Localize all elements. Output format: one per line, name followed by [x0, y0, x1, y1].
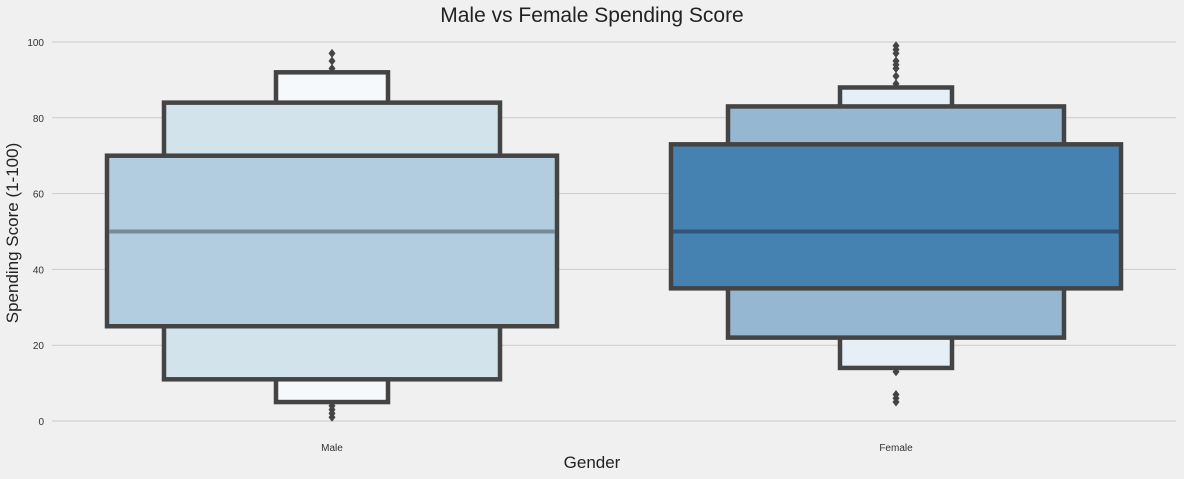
- boxen-female: [668, 41, 1124, 407]
- y-tick-label: 40: [33, 265, 45, 276]
- outlier-point: [328, 56, 336, 66]
- y-tick-label: 0: [38, 417, 44, 428]
- outlier-point: [892, 56, 900, 66]
- box-level-1: [668, 142, 1124, 291]
- outlier-point: [892, 389, 900, 399]
- boxen-plot-area: [104, 41, 1124, 422]
- x-tick-labels: Male Female: [321, 443, 913, 454]
- y-tick-label: 60: [33, 190, 45, 201]
- outlier-point: [328, 401, 336, 411]
- y-tick-label: 80: [33, 114, 45, 125]
- chart-title: Male vs Female Spending Score: [440, 4, 744, 27]
- y-tick-label: 100: [27, 38, 44, 49]
- y-tick-labels: 0 20 40 60 80 100: [27, 38, 44, 428]
- outlier-point: [892, 71, 900, 81]
- outlier-point: [892, 367, 900, 377]
- x-tick-label: Male: [321, 443, 343, 454]
- outlier-point: [892, 79, 900, 89]
- y-tick-label: 20: [33, 341, 45, 352]
- outlier-point: [328, 48, 336, 58]
- outlier-point: [892, 41, 900, 51]
- box-level-1: [104, 153, 560, 329]
- boxen-male: [104, 48, 560, 422]
- outlier-point: [328, 64, 336, 74]
- x-axis-label: Gender: [563, 453, 621, 472]
- x-tick-label: Female: [879, 443, 913, 454]
- y-axis-label: Spending Score (1-100): [3, 142, 22, 324]
